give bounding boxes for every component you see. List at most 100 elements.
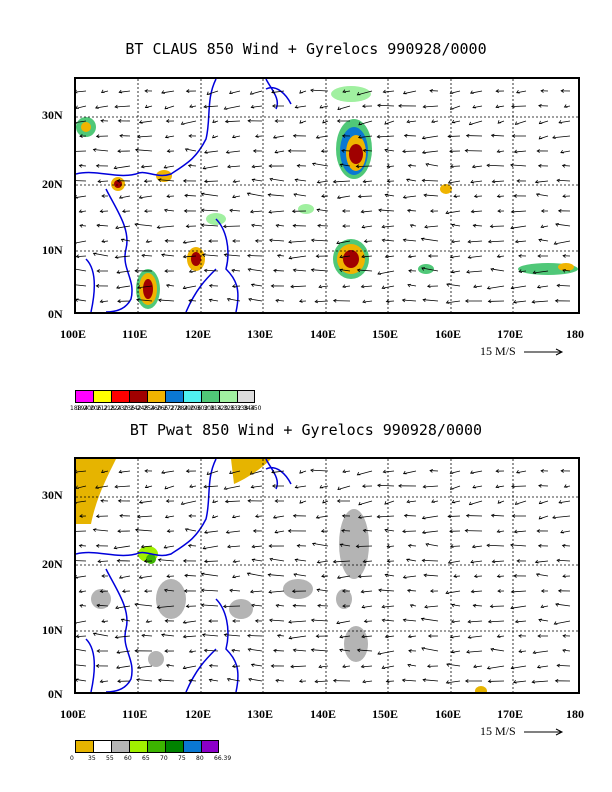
panel1-map-svg [76, 79, 578, 312]
panel2-pwat-shading [76, 459, 487, 692]
panel1-xlabel-100e: 100E [60, 327, 87, 341]
colorbar-label: 80 [196, 755, 204, 762]
colorbar-swatch [237, 390, 255, 403]
panel1-ylabel-0n: 0N [48, 307, 63, 321]
colorbar-swatch [111, 740, 129, 753]
colorbar-label: 278 [170, 405, 182, 412]
colorbar-swatch [111, 390, 129, 403]
panel2-xlabel-120e: 120E [185, 707, 212, 721]
panel2-gridlines [76, 459, 578, 692]
panel2-coastline [76, 459, 292, 692]
colorbar-swatch [75, 390, 93, 403]
panel1-ylabel-30n: 30N [42, 108, 63, 122]
panel2-xlabel-160e: 160E [435, 707, 462, 721]
colorbar-label: 308 [203, 405, 215, 412]
colorbar-label: 70 [160, 755, 168, 762]
colorbar-label: 75 [178, 755, 186, 762]
colorbar-label: 242 [130, 405, 142, 412]
colorbar-label: 260 [150, 405, 162, 412]
colorbar-label: 284 [176, 405, 189, 412]
colorbar-label: 326 [223, 405, 235, 412]
panel2-ylabel-20n: 20N [42, 557, 63, 571]
colorbar-swatch [165, 390, 183, 403]
colorbar-label: 65 [142, 755, 150, 762]
panel1-xlabel-170e: 170E [497, 327, 524, 341]
panel2-map-svg [76, 459, 578, 692]
panel1-map [74, 77, 580, 314]
colorbar-label: 218 [103, 405, 115, 412]
colorbar-label: 60 [124, 755, 132, 762]
panel2-ylabel-10n: 10N [42, 623, 63, 637]
colorbar-label: 212 [96, 405, 109, 412]
panel2-xlabel-100e: 100E [60, 707, 87, 721]
colorbar-label: 248 [136, 405, 149, 412]
panel2-scale-arrow [524, 728, 564, 736]
colorbar-label: 224 [110, 405, 122, 412]
colorbar-label: 338 [236, 405, 249, 412]
panel1-colorbar [75, 390, 255, 403]
panel1-xlabel-110e: 110E [122, 327, 148, 341]
colorbar-label: 0 [70, 755, 74, 762]
panel1-wind-vectors [76, 88, 571, 304]
colorbar-label: 314 [210, 405, 222, 412]
colorbar-swatch [201, 390, 219, 403]
panel2-scale-label: 15 M/S [480, 724, 516, 738]
colorbar-swatch [183, 740, 201, 753]
colorbar-label: 320 [216, 405, 229, 412]
colorbar-label: 302 [196, 405, 209, 412]
panel1-xlabel-130e: 130E [247, 327, 274, 341]
panel1-ylabel-20n: 20N [42, 177, 63, 191]
colorbar-swatch [165, 740, 183, 753]
colorbar-swatch [147, 390, 165, 403]
panel1-xlabel-160e: 160E [435, 327, 462, 341]
colorbar-swatch [93, 740, 111, 753]
colorbar-label: 230 [116, 405, 129, 412]
panel2-ylabel-30n: 30N [42, 488, 63, 502]
colorbar-swatch [75, 740, 93, 753]
colorbar-swatch [93, 390, 111, 403]
colorbar-swatch [219, 390, 237, 403]
colorbar-label: 344 [243, 405, 255, 412]
panel2-title: BT Pwat 850 Wind + Gyrelocs 990928/0000 [129, 421, 483, 439]
panel2-xlabel-180: 180 [566, 707, 584, 721]
colorbar-label: 35 [88, 755, 96, 762]
panel1-scale-arrow [524, 348, 564, 356]
colorbar-label: 296 [190, 405, 202, 412]
panel2-map [74, 457, 580, 694]
panel2-colorbar [75, 740, 219, 753]
panel2-ylabel-0n: 0N [48, 687, 63, 701]
colorbar-label: 272 [163, 405, 175, 412]
colorbar-swatch [201, 740, 219, 753]
panel1-xlabel-140e: 140E [310, 327, 337, 341]
panel1-scale-label: 15 M/S [480, 344, 516, 358]
panel1-xlabel-180: 180 [566, 327, 584, 341]
panel2-wind-vectors [76, 468, 571, 684]
panel2-xlabel-170e: 170E [497, 707, 524, 721]
panel2-xlabel-140e: 140E [310, 707, 337, 721]
panel2-xlabel-110e: 110E [122, 707, 148, 721]
colorbar-label: 290 [183, 405, 195, 412]
panel1-xlabel-120e: 120E [185, 327, 212, 341]
colorbar-label: 254 [143, 405, 155, 412]
colorbar-label: 188 [70, 405, 82, 412]
colorbar-label: 194 [76, 405, 89, 412]
colorbar-swatch [129, 390, 147, 403]
colorbar-swatch [183, 390, 201, 403]
panel2-xlabel-130e: 130E [247, 707, 274, 721]
colorbar-label: 350 [250, 405, 262, 412]
colorbar-label: 66.39 [214, 755, 232, 762]
colorbar-label: 332 [230, 405, 242, 412]
panel1-title: BT CLAUS 850 Wind + Gyrelocs 990928/0000 [125, 40, 487, 58]
colorbar-label: 206 [90, 405, 102, 412]
panel1-xlabel-150e: 150E [372, 327, 399, 341]
colorbar-label: 200 [83, 405, 95, 412]
colorbar-label: 236 [123, 405, 135, 412]
panel1-cloud-shading [76, 86, 578, 309]
colorbar-swatch [147, 740, 165, 753]
panel1-ylabel-10n: 10N [42, 243, 63, 257]
colorbar-swatch [129, 740, 147, 753]
colorbar-label: 266 [156, 405, 169, 412]
panel1-gridlines [76, 79, 578, 312]
colorbar-label: 55 [106, 755, 114, 762]
panel2-xlabel-150e: 150E [372, 707, 399, 721]
